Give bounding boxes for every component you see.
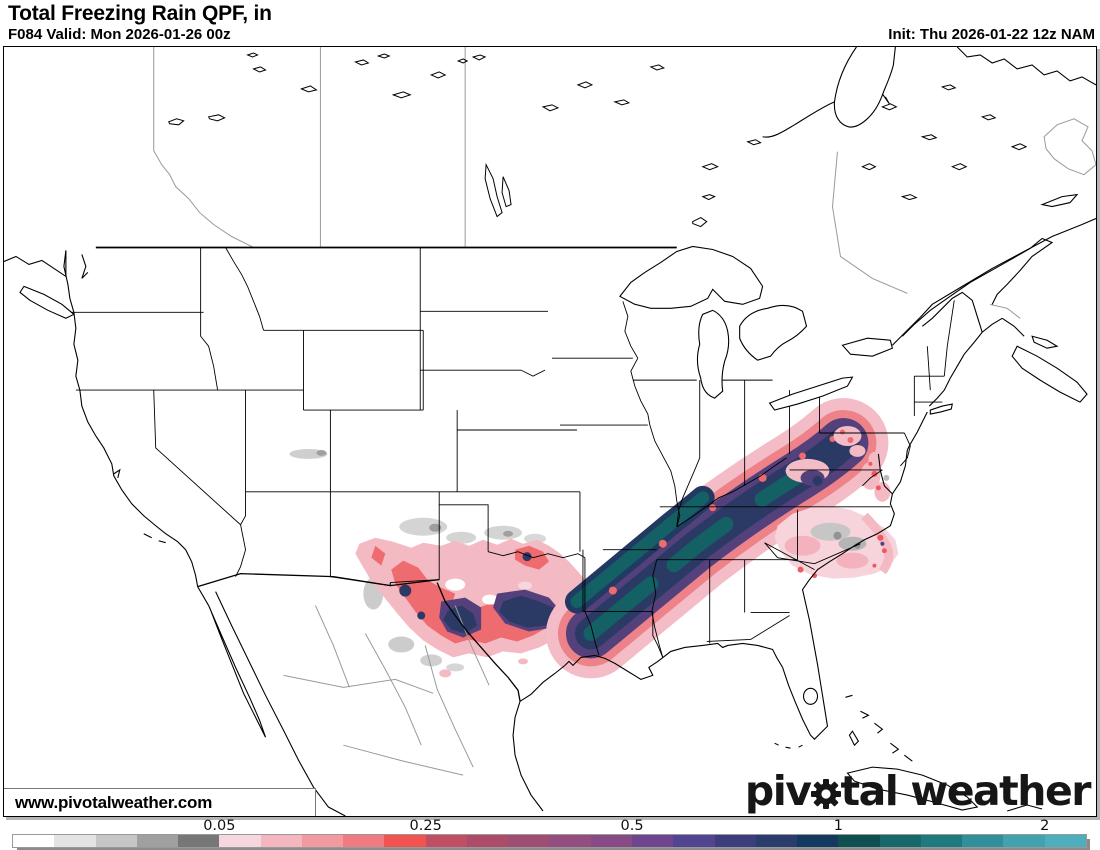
colorbar-ticks: 0.05 0.25 0.5 1 2 [0,818,1100,834]
colorbar-cell [1003,835,1045,847]
colorbar-cell [631,835,674,847]
logo-text-weather: weather [910,767,1091,815]
colorbar-cell [343,835,385,847]
colorbar-cell [797,835,839,847]
colorbar-cell [301,835,344,847]
colorbar-cell [838,835,880,847]
colorbar-cell [384,835,426,847]
great-lakes [619,245,894,411]
init-time-label: Init: Thu 2026-01-22 12z NAM [888,26,1095,43]
colorbar-cell [466,835,509,847]
colorbar-cell [54,835,96,847]
pivotalweather-logo: piv tal weather [744,767,1092,815]
colorbar-cell [136,835,179,847]
colorbar [12,834,1087,848]
watermark-text: www.pivotalweather.com [15,792,213,812]
colorbar-cell [13,835,55,847]
colorbar-tick-label: 1 [833,818,843,834]
gear-icon [810,775,841,816]
watermark-box: www.pivotalweather.com [4,788,316,816]
colorbar-cell [425,835,467,847]
freezing-rain-band-southern-plains [355,537,595,678]
page-title: Total Freezing Rain QPF, in [8,2,272,25]
colorbar-cell [178,835,220,847]
colorbar-cell [260,835,302,847]
coastlines [4,47,1096,816]
colorbar-cell [755,835,798,847]
map-frame: www.pivotalweather.com piv tal weather [3,46,1097,817]
logo-text-tal: tal [840,767,899,815]
colorbar-cell [590,835,632,847]
province-borders [153,47,1096,319]
colorbar-cell [508,835,550,847]
colorbar-cell [95,835,137,847]
colorbar-tick-label: 0.5 [620,818,644,834]
colorbar-tick-label: 0.25 [409,818,442,834]
logo-text-piv: piv [744,767,812,815]
appalachian-band-fringe-spots [608,426,862,595]
colorbar-cell [219,835,261,847]
canada-lakes [168,52,1028,228]
header: Total Freezing Rain QPF, in F084 Valid: … [0,0,1100,46]
colorbar-cell [673,835,715,847]
mexico-state-borders [283,605,490,776]
colorbar-cell [714,835,756,847]
colorbar-cell [879,835,921,847]
colorbar-cell [1044,835,1086,847]
freezing-rain-blob-chesapeake [849,444,891,502]
colorbar-cell [920,835,963,847]
colorbar-cell [962,835,1004,847]
map-canvas [4,47,1096,816]
colorbar-tick-label: 2 [1040,818,1050,834]
valid-time-label: F084 Valid: Mon 2026-01-26 00z [8,26,231,43]
colorbar-cell [549,835,591,847]
colorbar-tick-label: 0.05 [203,818,236,834]
freezing-rain-blob-carolinas [774,505,899,579]
